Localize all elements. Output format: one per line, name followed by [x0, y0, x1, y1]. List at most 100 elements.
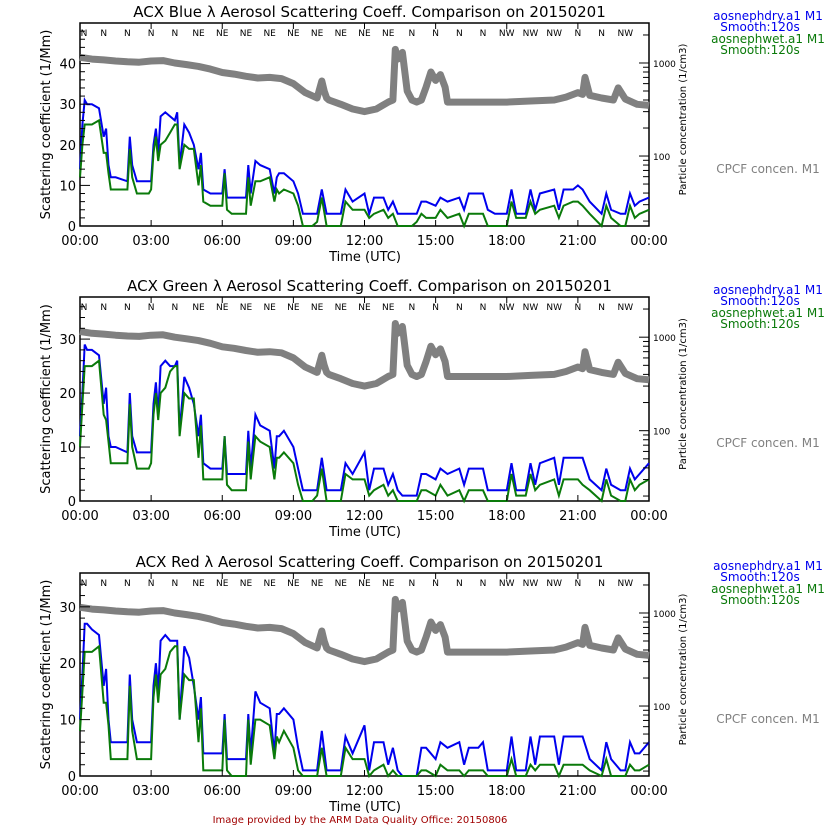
- wind-direction-label: NW: [546, 29, 562, 39]
- wind-direction-label: N: [432, 29, 439, 39]
- chart-title: ACX Blue λ Aerosol Scattering Coeff. Com…: [133, 3, 606, 21]
- wind-direction-label: N: [124, 303, 131, 313]
- y-tick-label: 20: [59, 387, 76, 402]
- wind-direction-label: N: [409, 579, 416, 589]
- series-line-cpc: [79, 45, 650, 116]
- x-tick-label: 00:00: [630, 784, 667, 799]
- x-tick-label: 00:00: [630, 509, 667, 524]
- chart-title: ACX Green λ Aerosol Scattering Coeff. Co…: [127, 277, 612, 295]
- wind-direction-label: N: [598, 29, 605, 39]
- series-line-dry: [79, 96, 650, 218]
- y-axis-label: Scattering coefficient (1/Mm): [39, 30, 54, 220]
- wind-direction-label: N: [124, 29, 131, 39]
- wind-direction-label: NE: [263, 303, 276, 313]
- series-line-wet: [79, 118, 650, 229]
- chart-title: ACX Red λ Aerosol Scattering Coeff. Comp…: [136, 553, 604, 571]
- wind-direction-label: N: [456, 579, 463, 589]
- y2-axis-label: Particle concentration (1/cm3): [678, 594, 689, 746]
- x-tick-label: 21:00: [559, 509, 596, 524]
- wind-direction-label: NW: [523, 29, 539, 39]
- y-tick-label: 10: [59, 714, 76, 729]
- y2-axis-label: Particle concentration (1/cm3): [678, 318, 689, 470]
- wind-direction-label: NE: [311, 579, 324, 589]
- wind-direction-label: NE: [335, 579, 348, 589]
- legend-wet-smooth: Smooth:120s: [720, 317, 800, 331]
- y-tick-label: 20: [59, 139, 76, 154]
- wind-direction-label: NE: [287, 579, 300, 589]
- wind-direction-label: NE: [192, 579, 205, 589]
- x-tick-label: 09:00: [275, 234, 312, 249]
- wind-direction-label: N: [148, 29, 155, 39]
- x-tick-label: 12:00: [346, 509, 383, 524]
- y-tick-label: 10: [59, 179, 76, 194]
- x-tick-label: 06:00: [204, 509, 241, 524]
- x-tick-label: 12:00: [346, 234, 383, 249]
- wind-direction-label: N: [81, 29, 88, 39]
- wind-direction-label: NW: [523, 579, 539, 589]
- wind-direction-label: NE: [216, 303, 229, 313]
- legend-cpc-name: CPCF concen. M1: [716, 436, 819, 450]
- wind-direction-label: N: [81, 579, 88, 589]
- y-tick-label: 0: [68, 495, 76, 510]
- y2-tick-label: 1000: [653, 60, 676, 70]
- wind-direction-label: NE: [240, 579, 253, 589]
- wind-direction-label: N: [171, 29, 178, 39]
- legend-dry-smooth: Smooth:120s: [720, 294, 800, 308]
- wind-direction-label: N: [575, 579, 582, 589]
- wind-direction-label: NW: [499, 579, 515, 589]
- wind-direction-label: NE: [263, 579, 276, 589]
- legend-wet-smooth: Smooth:120s: [720, 43, 800, 57]
- y-tick-label: 30: [59, 333, 76, 348]
- series-line-cpc: [79, 320, 650, 390]
- wind-direction-label: NE: [335, 303, 348, 313]
- wind-direction-label: N: [598, 579, 605, 589]
- wind-direction-label: N: [598, 303, 605, 313]
- legend-dry-name: aosnephdry.a1 M1: [713, 283, 823, 297]
- wind-direction-label: N: [148, 579, 155, 589]
- plot-frame: [79, 296, 650, 502]
- x-tick-label: 06:00: [204, 234, 241, 249]
- legend-dry-smooth: Smooth:120s: [720, 20, 800, 34]
- x-tick-label: 15:00: [417, 234, 454, 249]
- wind-direction-label: N: [100, 29, 107, 39]
- legend-dry-name: aosnephdry.a1 M1: [713, 559, 823, 573]
- x-tick-label: 00:00: [630, 234, 667, 249]
- wind-direction-label: N: [575, 303, 582, 313]
- x-tick-label: 18:00: [488, 509, 525, 524]
- series-line-wet: [79, 644, 650, 779]
- wind-direction-label: NE: [358, 29, 371, 39]
- wind-direction-label: NW: [546, 303, 562, 313]
- wind-direction-label: N: [480, 579, 487, 589]
- y-tick-label: 20: [59, 657, 76, 672]
- wind-direction-label: N: [432, 579, 439, 589]
- series-line-dry: [79, 622, 650, 777]
- x-tick-label: 18:00: [488, 784, 525, 799]
- wind-direction-label: NE: [287, 303, 300, 313]
- plot-frame: [79, 572, 650, 777]
- wind-direction-label: NE: [382, 303, 395, 313]
- x-tick-label: 15:00: [417, 509, 454, 524]
- wind-direction-label: NE: [382, 29, 395, 39]
- wind-direction-label: N: [480, 303, 487, 313]
- wind-direction-label: N: [100, 579, 107, 589]
- y2-tick-label: 100: [653, 153, 670, 163]
- y-axis-label: Scattering coefficient (1/Mm): [39, 580, 54, 770]
- wind-direction-label: NW: [523, 303, 539, 313]
- wind-direction-label: NW: [499, 29, 515, 39]
- wind-direction-label: NE: [358, 579, 371, 589]
- y-tick-label: 30: [59, 601, 76, 616]
- x-tick-label: 03:00: [132, 234, 169, 249]
- x-tick-label: 00:00: [61, 234, 98, 249]
- wind-direction-label: NE: [192, 303, 205, 313]
- wind-direction-label: NE: [287, 29, 300, 39]
- y-tick-label: 0: [68, 770, 76, 785]
- wind-direction-label: N: [409, 29, 416, 39]
- y2-tick-label: 1000: [653, 334, 676, 344]
- wind-direction-label: N: [124, 579, 131, 589]
- wind-direction-label: N: [432, 303, 439, 313]
- legend-wet-name: aosnephwet.a1 M1: [711, 582, 825, 596]
- wind-direction-label: NE: [311, 29, 324, 39]
- legend-cpc-name: CPCF concen. M1: [716, 162, 819, 176]
- wind-direction-label: NE: [311, 303, 324, 313]
